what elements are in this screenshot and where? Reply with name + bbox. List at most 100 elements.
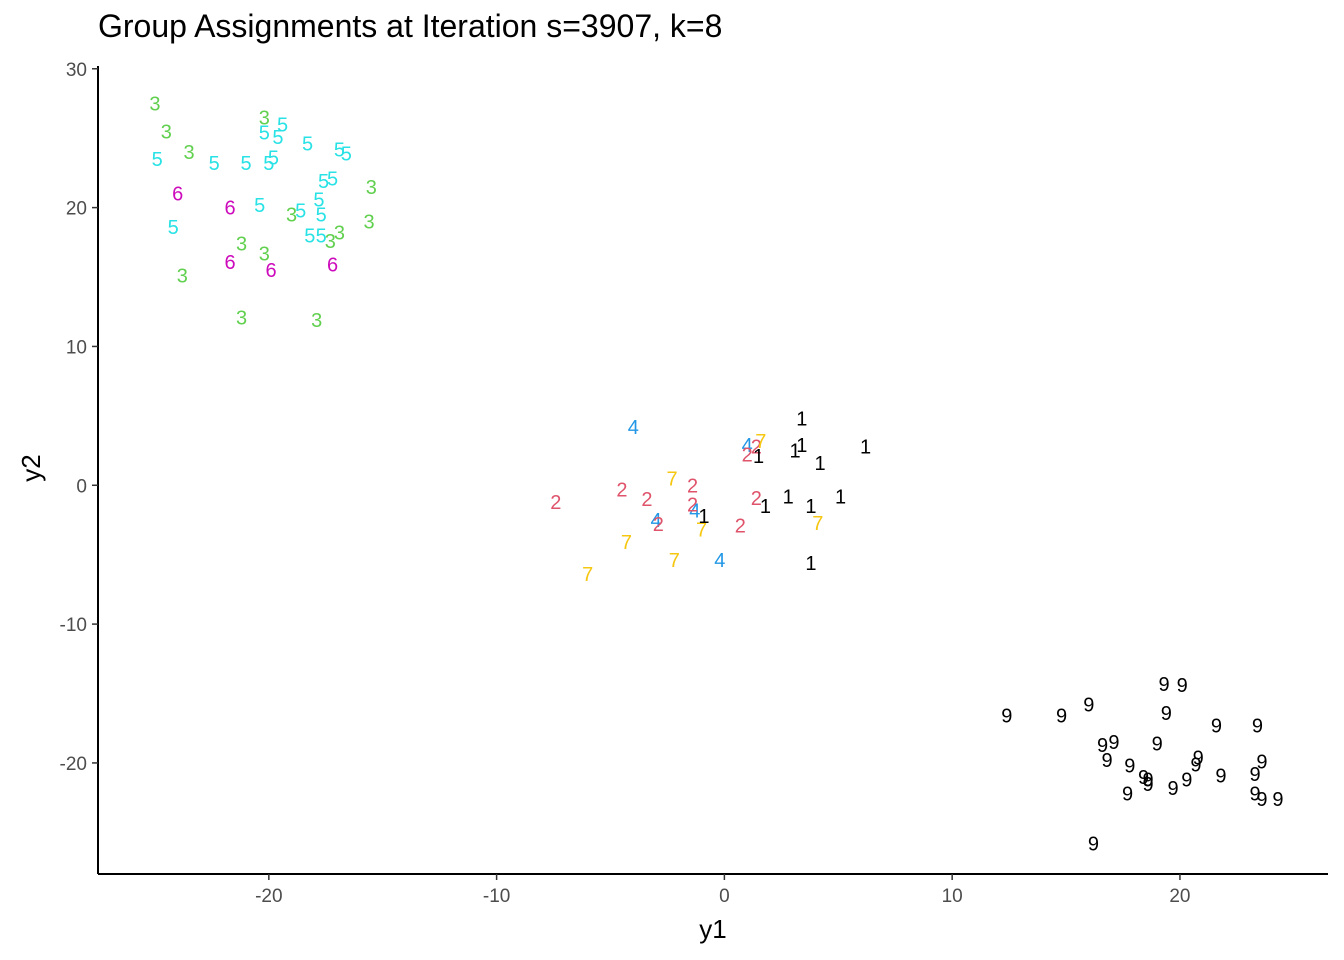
- point-label-group-7: 7: [582, 564, 593, 586]
- point-label-group-9: 9: [1124, 756, 1135, 778]
- point-label-group-3: 3: [325, 231, 336, 253]
- point-label-group-3: 3: [259, 107, 270, 129]
- y-tick-label: -20: [60, 754, 87, 775]
- point-label-group-3: 3: [286, 205, 297, 227]
- point-label-group-2: 2: [735, 516, 746, 538]
- point-label-group-5: 5: [259, 123, 270, 145]
- point-label-group-1: 1: [835, 486, 846, 508]
- point-label-group-5: 5: [277, 114, 288, 136]
- point-label-group-3: 3: [334, 223, 345, 245]
- y-tick-label: -10: [60, 615, 87, 636]
- point-label-group-9: 9: [1138, 767, 1149, 789]
- point-label-group-9: 9: [1108, 732, 1119, 754]
- point-label-group-2: 2: [687, 475, 698, 497]
- point-label-group-7: 7: [669, 550, 680, 572]
- point-label-group-5: 5: [152, 149, 163, 171]
- point-label-group-9: 9: [1250, 783, 1261, 805]
- chart-title: Group Assignments at Iteration s=3907, k…: [98, 8, 723, 44]
- point-label-group-5: 5: [295, 200, 306, 222]
- point-label-group-5: 5: [327, 168, 338, 190]
- y-axis-title: y2: [16, 454, 46, 481]
- point-label-group-1: 1: [796, 409, 807, 431]
- point-label-group-2: 2: [550, 492, 561, 514]
- x-tick-label: 20: [1169, 886, 1190, 907]
- point-label-group-2: 2: [616, 479, 627, 501]
- point-label-group-5: 5: [316, 205, 327, 227]
- point-label-group-5: 5: [341, 143, 352, 165]
- y-tick-label: 10: [66, 337, 87, 358]
- point-label-group-2: 2: [742, 445, 753, 467]
- x-tick-label: -20: [255, 886, 282, 907]
- point-label-group-6: 6: [225, 198, 236, 220]
- point-label-group-3: 3: [259, 243, 270, 265]
- y-tick-label: 0: [76, 476, 87, 497]
- point-label-group-1: 1: [789, 441, 800, 463]
- point-label-group-5: 5: [313, 189, 324, 211]
- point-label-group-3: 3: [236, 234, 247, 256]
- point-label-group-5: 5: [272, 127, 283, 149]
- point-label-group-9: 9: [1083, 695, 1094, 717]
- point-label-group-9: 9: [1250, 764, 1261, 786]
- point-label-group-3: 3: [149, 93, 160, 115]
- point-label-group-4: 4: [742, 435, 753, 457]
- point-label-group-1: 1: [783, 486, 794, 508]
- point-label-group-2: 2: [751, 436, 762, 458]
- point-label-group-9: 9: [1256, 752, 1267, 774]
- point-label-group-9: 9: [1215, 765, 1226, 787]
- point-label-group-9: 9: [1001, 706, 1012, 728]
- point-label-group-7: 7: [696, 520, 707, 542]
- point-label-group-5: 5: [318, 171, 329, 193]
- ticks: -20 -10 0 10 20 -20 -10 0 10 20 30: [60, 60, 1191, 907]
- point-label-group-9: 9: [1193, 747, 1204, 769]
- point-label-group-9: 9: [1177, 675, 1188, 697]
- point-label-group-9: 9: [1097, 735, 1108, 757]
- point-label-group-5: 5: [316, 225, 327, 247]
- point-label-group-1: 1: [805, 553, 816, 575]
- point-label-group-1: 1: [698, 506, 709, 528]
- point-label-group-5: 5: [263, 153, 274, 175]
- point-label-group-9: 9: [1252, 715, 1263, 737]
- y-tick-label: 20: [66, 199, 87, 220]
- point-label-group-4: 4: [714, 550, 725, 572]
- point-label-group-3: 3: [161, 121, 172, 143]
- point-label-group-9: 9: [1088, 833, 1099, 855]
- point-label-group-5: 5: [168, 217, 179, 239]
- point-label-group-9: 9: [1272, 789, 1283, 811]
- point-label-group-4: 4: [689, 500, 700, 522]
- y-tick-label: 30: [66, 60, 87, 81]
- point-label-group-2: 2: [687, 495, 698, 517]
- point-label-group-3: 3: [311, 310, 322, 332]
- point-label-group-3: 3: [366, 177, 377, 199]
- point-label-group-6: 6: [172, 184, 183, 206]
- point-label-group-5: 5: [334, 139, 345, 161]
- point-label-group-9: 9: [1142, 774, 1153, 796]
- point-label-group-5: 5: [240, 153, 251, 175]
- point-label-group-7: 7: [812, 513, 823, 535]
- point-label-group-2: 2: [641, 489, 652, 511]
- point-label-group-4: 4: [650, 510, 661, 532]
- point-label-group-3: 3: [363, 211, 374, 233]
- point-label-group-4: 4: [628, 417, 639, 439]
- point-label-group-9: 9: [1142, 770, 1153, 792]
- point-label-group-5: 5: [304, 225, 315, 247]
- point-label-group-2: 2: [751, 488, 762, 510]
- point-label-group-3: 3: [184, 142, 195, 164]
- point-label-group-3: 3: [177, 266, 188, 288]
- point-label-group-2: 2: [653, 514, 664, 536]
- point-label-group-9: 9: [1158, 674, 1169, 696]
- point-label-group-5: 5: [268, 148, 279, 170]
- point-label-group-9: 9: [1101, 750, 1112, 772]
- point-label-group-9: 9: [1211, 715, 1222, 737]
- point-label-group-6: 6: [225, 252, 236, 274]
- x-tick-label: -10: [483, 886, 510, 907]
- point-label-group-1: 1: [860, 436, 871, 458]
- point-label-group-9: 9: [1122, 783, 1133, 805]
- point-label-group-5: 5: [209, 153, 220, 175]
- point-label-group-1: 1: [805, 496, 816, 518]
- point-label-group-9: 9: [1161, 703, 1172, 725]
- point-label-group-7: 7: [666, 468, 677, 490]
- point-label-group-1: 1: [796, 435, 807, 457]
- point-label-group-1: 1: [760, 496, 771, 518]
